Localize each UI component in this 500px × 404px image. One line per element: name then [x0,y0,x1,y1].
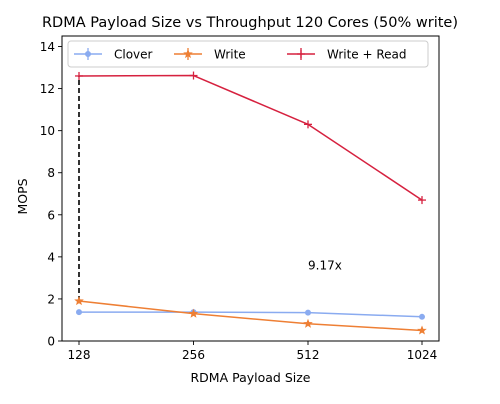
x-tick-label: 512 [297,348,320,362]
data-point-write [74,295,84,306]
data-point-write [188,308,199,318]
y-tick-label: 6 [47,208,55,222]
plot-frame [61,35,440,342]
legend-marker-write [183,48,193,59]
y-tick-label: 2 [47,292,55,306]
data-point-write-read [418,196,426,205]
data-point-write-read [304,120,312,129]
data-point-clover [76,309,83,316]
data-point-clover [304,309,311,316]
annotation-label: 9.17x [308,258,342,272]
series-line-clover [79,311,423,318]
series-line-write-read [78,74,423,201]
y-tick-label: 12 [40,82,55,96]
legend: Clover Write Write + Read [67,40,429,68]
legend-label-write-read: Write + Read [327,48,407,62]
data-point-clover [418,313,425,320]
series-line-write [78,300,423,332]
legend-label-write: Write [214,48,246,62]
data-point-write-read [189,71,198,80]
data-point-write [303,318,313,328]
legend-marker-clover [85,51,92,58]
data-point-write-read [75,71,83,80]
legend-label-clover: Clover [114,48,153,62]
chart-title: RDMA Payload Size vs Throughput 120 Core… [42,15,458,31]
y-tick-label: 14 [40,40,55,54]
y-tick-label: 4 [47,250,55,264]
axis-ticks: 128 256 512 1024 0 2 4 6 8 10 12 14 [40,40,438,362]
legend-box [67,40,429,68]
x-axis-label: RDMA Payload Size [190,370,310,385]
x-tick-label: 1024 [407,348,438,362]
y-axis-label: MOPS [15,178,30,214]
x-tick-label: 128 [68,348,91,362]
legend-marker-write-read [297,50,305,58]
annotation-layer: 9.17x [308,258,342,272]
data-point-write [417,325,427,335]
x-tick-label: 256 [182,348,205,362]
series-layer [74,71,427,335]
y-tick-label: 0 [47,335,55,349]
y-tick-label: 8 [47,166,55,180]
y-tick-label: 10 [40,124,55,138]
